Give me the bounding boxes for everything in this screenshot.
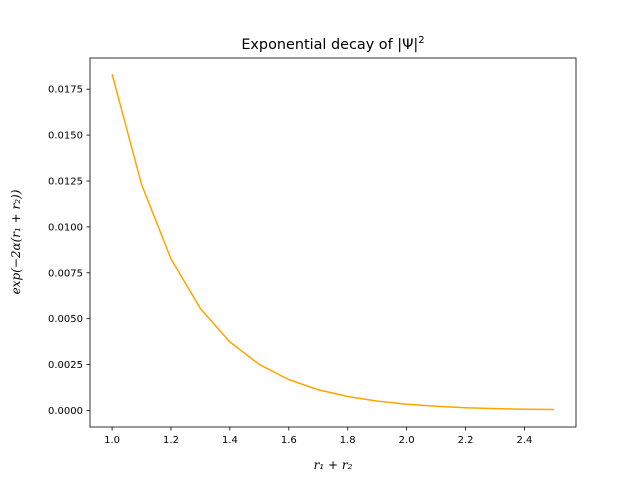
x-tick-label: 2.0	[399, 435, 415, 446]
series-line	[111, 73, 554, 411]
y-tick-label: 0.0075	[48, 268, 83, 279]
x-tick-label: 1.4	[222, 435, 238, 446]
y-tick-label: 0.0025	[48, 360, 83, 371]
y-axis-label: exp(−2α(r₁ + r₂))	[9, 189, 23, 294]
y-tick-label: 0.0125	[48, 177, 83, 188]
axes-frame	[89, 57, 577, 428]
x-tick-label: 2.2	[458, 435, 474, 446]
y-tick-label: 0.0150	[48, 131, 83, 142]
x-tick-label: 1.8	[340, 435, 356, 446]
x-axis-ticks: 1.0 1.2 1.4 1.6 1.8 2.0 2.2 2.4	[104, 427, 532, 446]
x-axis-label: r₁ + r₂	[314, 458, 353, 472]
series-layer	[111, 73, 554, 411]
x-tick-label: 2.4	[517, 435, 533, 446]
x-tick-label: 1.6	[281, 435, 297, 446]
y-tick-label: 0.0175	[48, 85, 83, 96]
y-tick-label: 0.0000	[48, 406, 83, 417]
y-axis-ticks: 0.0000 0.0025 0.0050 0.0075 0.0100 0.0125 0.01…	[48, 85, 90, 417]
y-tick-label: 0.0100	[48, 222, 83, 233]
x-tick-label: 1.0	[104, 435, 120, 446]
chart-title: Exponential decay of |Ψ|2	[241, 35, 424, 53]
x-tick-label: 1.2	[163, 435, 179, 446]
plot-area	[90, 58, 576, 427]
y-tick-label: 0.0050	[48, 314, 83, 325]
